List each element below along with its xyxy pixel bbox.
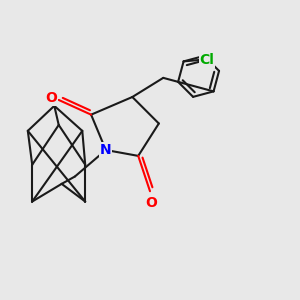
Text: Cl: Cl (200, 53, 214, 67)
Text: O: O (146, 196, 158, 210)
Text: N: N (100, 143, 112, 157)
Text: O: O (45, 92, 57, 106)
